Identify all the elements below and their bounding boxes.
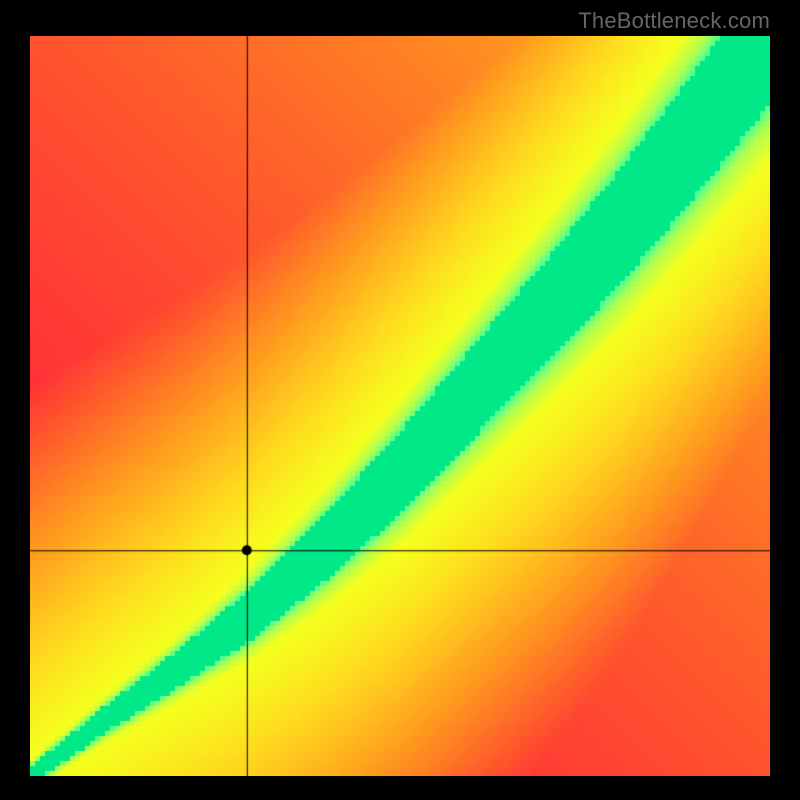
heatmap-canvas: [30, 36, 770, 776]
chart-container: TheBottleneck.com: [0, 0, 800, 800]
heatmap-plot: [30, 36, 770, 776]
watermark-text: TheBottleneck.com: [578, 8, 770, 34]
